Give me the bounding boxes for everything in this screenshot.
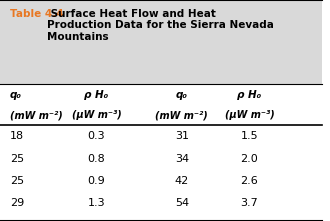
Text: 3.7: 3.7	[241, 198, 258, 208]
Text: 1.5: 1.5	[241, 131, 258, 141]
Text: (μW m⁻³): (μW m⁻³)	[224, 110, 274, 120]
Text: ρ H₀: ρ H₀	[237, 90, 261, 99]
Text: 25: 25	[10, 176, 24, 186]
Text: q₀: q₀	[176, 90, 188, 99]
Text: 0.9: 0.9	[88, 176, 105, 186]
Text: 42: 42	[175, 176, 189, 186]
Text: 2.0: 2.0	[241, 154, 258, 164]
Text: Table 4.4: Table 4.4	[10, 9, 63, 19]
Text: 2.6: 2.6	[241, 176, 258, 186]
Text: (μW m⁻³): (μW m⁻³)	[72, 110, 121, 120]
Text: 31: 31	[175, 131, 189, 141]
Text: Surface Heat Flow and Heat
Production Data for the Sierra Nevada
Mountains: Surface Heat Flow and Heat Production Da…	[47, 9, 274, 42]
Text: (mW m⁻²): (mW m⁻²)	[155, 110, 208, 120]
Text: q₀: q₀	[10, 90, 21, 99]
Text: 1.3: 1.3	[88, 198, 105, 208]
Text: (mW m⁻²): (mW m⁻²)	[10, 110, 62, 120]
Text: 34: 34	[175, 154, 189, 164]
Text: 18: 18	[10, 131, 24, 141]
Text: 54: 54	[175, 198, 189, 208]
Text: ρ H₀: ρ H₀	[84, 90, 109, 99]
Bar	[0, 0, 322, 84]
Text: 0.8: 0.8	[88, 154, 105, 164]
Text: 25: 25	[10, 154, 24, 164]
Text: 0.3: 0.3	[88, 131, 105, 141]
Text: 29: 29	[10, 198, 24, 208]
